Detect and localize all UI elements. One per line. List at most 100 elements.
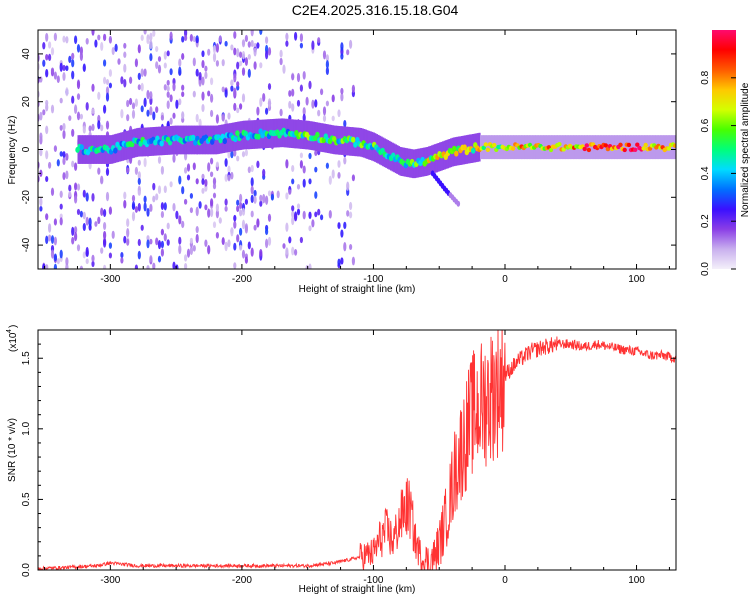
spectrogram-ridge-cell: [113, 147, 118, 154]
spectrogram-noise-cell: [302, 210, 306, 220]
spectrogram-noise-cell: [120, 76, 124, 85]
spectrogram-noise-cell: [204, 65, 208, 72]
spectrogram-noise-cell: [305, 264, 309, 269]
spectrogram-ridge-cell: [79, 144, 84, 151]
spectrogram-noise-cell: [215, 114, 219, 124]
spectrogram-y-tick-label: 20: [21, 96, 32, 108]
spectrogram-noise-cell: [247, 41, 251, 48]
spectrogram-noise-cell: [322, 114, 327, 122]
spectrogram-noise-cell: [204, 179, 208, 187]
spectrogram-x-axis-label: Height of straight line (km): [299, 284, 416, 295]
spectrogram-noise-cell: [117, 58, 121, 65]
spectrogram-noise-cell: [59, 249, 63, 259]
spectrogram-noise-cell: [65, 257, 69, 266]
spectrogram-noise-cell: [131, 102, 136, 110]
spectrogram-noise-cell: [137, 202, 141, 212]
snr-line: [38, 330, 676, 570]
spectrogram-noise-cell: [204, 204, 208, 211]
spectrogram-noise-cell: [241, 207, 246, 216]
spectrogram-noise-cell: [178, 244, 182, 255]
spectrogram-noise-cell: [68, 191, 72, 198]
spectrogram-noise-cell: [71, 236, 75, 245]
spectrogram-noise-cell: [169, 31, 173, 41]
spectrogram-noise-cell: [308, 152, 312, 160]
spectrogram-noise-cell: [74, 104, 78, 114]
spectrogram-noise-cell: [233, 220, 237, 229]
spectrogram-noise-cell: [62, 72, 66, 81]
spectrogram-noise-cell: [267, 83, 272, 91]
spectrogram-noise-cell: [53, 145, 58, 152]
spectrogram-noise-cell: [111, 230, 115, 239]
spectrogram-noise-cell: [140, 82, 144, 92]
spectrogram-noise-cell: [279, 49, 283, 58]
spectrogram-noise-cell: [296, 203, 301, 210]
spectrogram-noise-cell: [259, 200, 263, 207]
spectrogram-noise-cell: [317, 208, 321, 216]
snr-y-tick-label: 0.0: [21, 563, 32, 577]
spectrogram-heatmap: [38, 30, 676, 269]
snr-x-tick-label: -300: [100, 575, 120, 586]
spectrogram-noise-cell: [155, 193, 159, 201]
spectrogram-noise-cell: [143, 195, 147, 203]
spectrogram-noise-cell: [265, 36, 269, 45]
spectrogram-noise-cell: [59, 124, 63, 131]
spectrogram-noise-cell: [45, 69, 49, 78]
spectrogram-noise-cell: [265, 195, 269, 205]
spectrogram-noise-cell: [244, 225, 248, 234]
spectrogram-ridge-cell: [673, 143, 676, 148]
spectrogram-noise-cell: [149, 32, 153, 42]
spectrogram-noise-cell: [256, 218, 260, 228]
spectrogram-noise-cell: [157, 56, 162, 62]
spectrogram-noise-cell: [160, 240, 164, 249]
spectrogram-noise-cell: [210, 77, 214, 86]
spectrogram-noise-cell: [76, 244, 81, 252]
spectrogram-noise-cell: [103, 264, 107, 269]
spectrogram-noise-cell: [349, 201, 353, 211]
spectrogram-noise-cell: [129, 76, 133, 84]
spectrogram-noise-cell: [259, 30, 263, 35]
spectrogram-noise-cell: [340, 257, 344, 265]
spectrogram-noise-cell: [134, 206, 138, 213]
spectrogram-noise-cell: [349, 39, 353, 49]
spectrogram-noise-cell: [236, 199, 240, 206]
spectrogram-noise-cell: [160, 165, 164, 175]
spectrogram-noise-cell: [207, 48, 211, 56]
spectrogram-noise-cell: [265, 228, 269, 236]
spectrogram-noise-cell: [160, 228, 164, 236]
spectrogram-noise-cell: [169, 68, 173, 76]
spectrogram-noise-cell: [48, 223, 52, 233]
spectrogram-noise-cell: [288, 90, 292, 97]
spectrogram-noise-cell: [149, 106, 153, 116]
spectrogram-noise-cell: [97, 167, 101, 175]
spectrogram-noise-cell: [253, 47, 257, 57]
spectrogram-noise-cell: [74, 182, 78, 191]
spectrogram-noise-cell: [207, 90, 211, 97]
spectrogram-noise-cell: [137, 189, 141, 196]
spectrogram-noise-cell: [143, 157, 147, 168]
spectrogram-ridge-cell: [351, 136, 356, 143]
spectrogram-noise-cell: [45, 99, 49, 106]
spectrogram-noise-cell: [91, 254, 95, 263]
spectrogram-ridge-halo: [486, 135, 489, 160]
spectrogram-noise-cell: [94, 39, 98, 48]
spectrogram-ridge-halo: [588, 135, 592, 160]
spectrogram-noise-cell: [143, 68, 147, 77]
spectrogram-noise-cell: [322, 50, 327, 60]
spectrogram-noise-cell: [184, 35, 188, 41]
spectrogram-noise-cell: [346, 181, 350, 191]
spectrogram-noise-cell: [137, 159, 141, 166]
spectrogram-noise-cell: [103, 221, 107, 231]
spectrogram-ridge-halo: [645, 135, 648, 160]
spectrogram-ridge-cell: [256, 133, 261, 140]
spectrogram-noise-cell: [71, 70, 75, 80]
spectrogram-ridge-halo: [587, 135, 590, 160]
spectrogram-noise-cell: [210, 157, 214, 165]
spectrogram-noise-cell: [85, 37, 89, 45]
spectrogram-x-tick-label: -200: [232, 274, 252, 285]
spectrogram-noise-cell: [53, 218, 58, 226]
spectrogram-noise-cell: [346, 210, 350, 217]
spectrogram-noise-cell: [244, 256, 248, 264]
spectrogram-noise-cell: [250, 30, 254, 37]
spectrogram-ridge-halo: [557, 135, 560, 160]
spectrogram-noise-cell: [227, 165, 231, 174]
